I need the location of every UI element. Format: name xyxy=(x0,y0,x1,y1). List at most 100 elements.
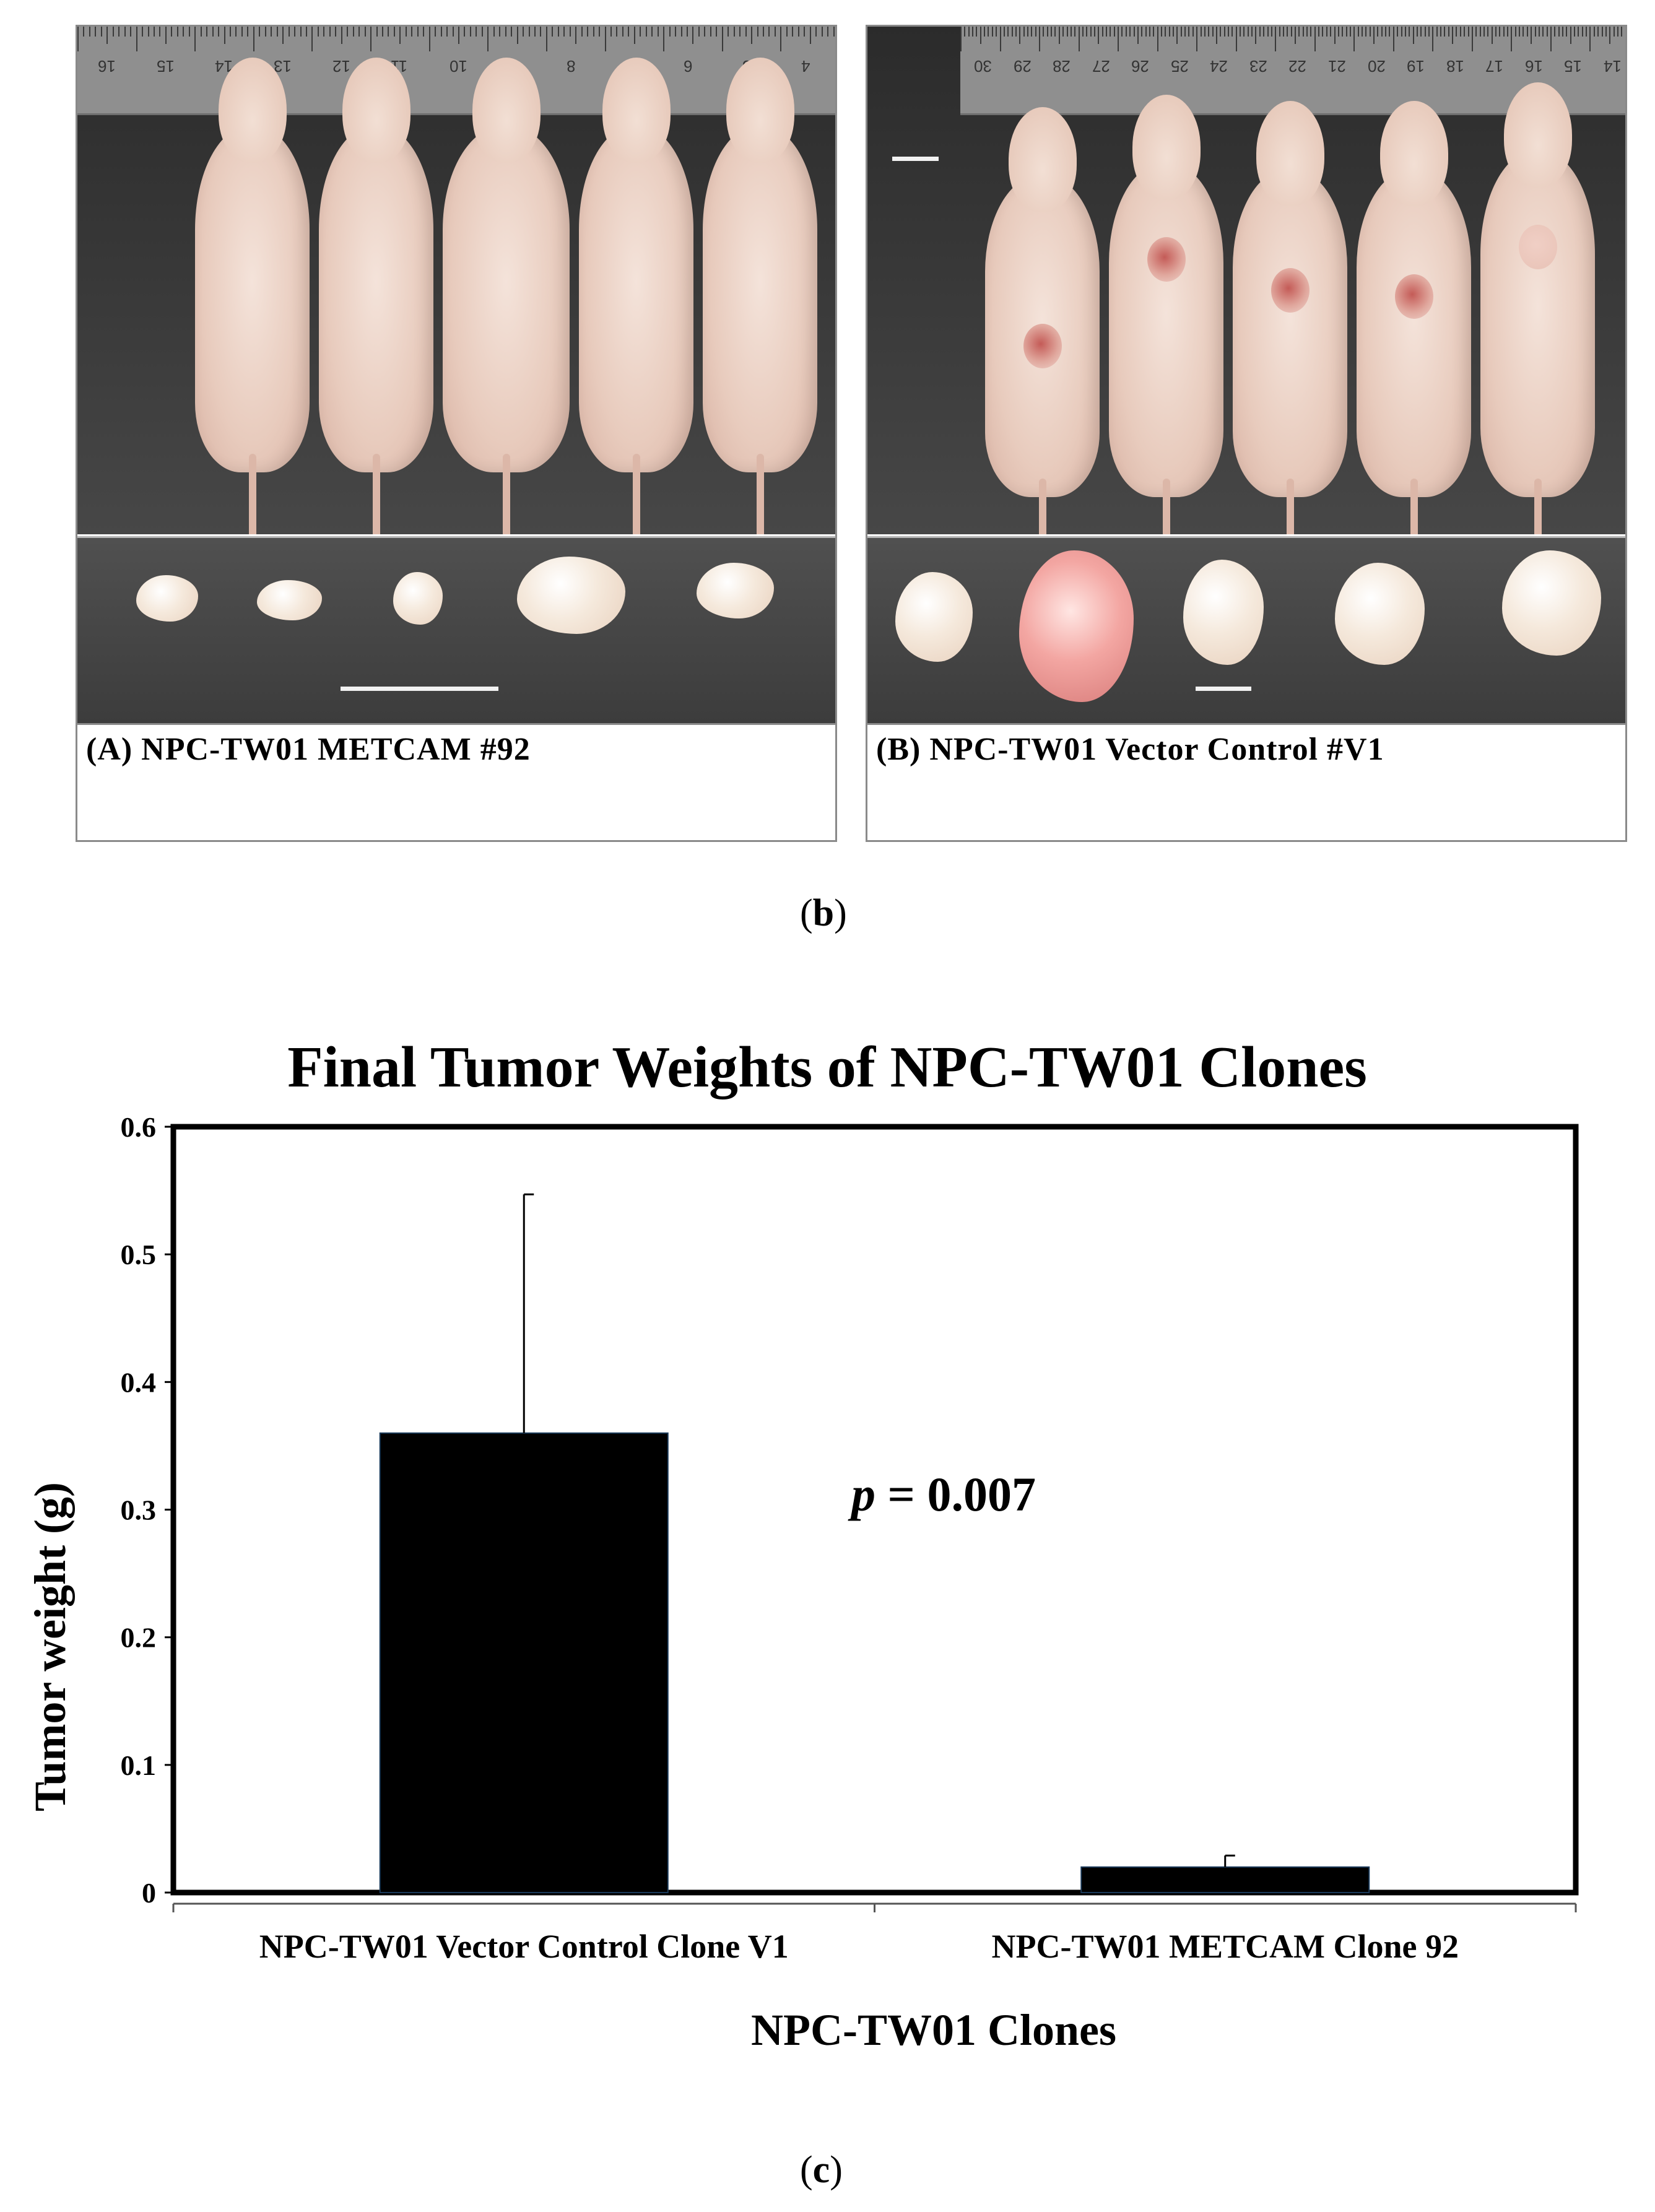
ruler-tick xyxy=(1188,27,1190,37)
ruler-tick xyxy=(253,27,254,51)
ruler-tick xyxy=(1491,27,1493,44)
ruler-tick xyxy=(984,27,986,37)
ruler-tick xyxy=(83,27,85,37)
ruler-tick xyxy=(1228,27,1229,37)
ruler-tick xyxy=(1282,27,1284,37)
ruler-tick xyxy=(1231,27,1233,37)
ruler-tick xyxy=(960,27,962,51)
ruler-tick xyxy=(1526,27,1528,37)
ruler-tick xyxy=(1074,27,1076,37)
ruler-tick xyxy=(804,27,806,37)
ruler-tick xyxy=(1337,27,1339,37)
tumor-weight-chart: Final Tumor Weights of NPC-TW01 Clones 0… xyxy=(25,1035,1579,2055)
ruler-tick xyxy=(1542,27,1544,37)
ruler-tick xyxy=(757,27,758,37)
ruler-tick xyxy=(1165,27,1166,37)
ruler-tick xyxy=(1223,27,1225,37)
bar xyxy=(1080,1866,1370,1894)
ruler-tick xyxy=(1168,27,1170,37)
ruler-tick xyxy=(1362,27,1363,37)
ruler-tick xyxy=(1479,27,1481,37)
photo-panel-vector-control: 30 29 28 27 26 25 24 23 22 21 20 19 18 17 16 15 14 (B) N… xyxy=(866,25,1627,842)
ruler-tick xyxy=(604,27,606,51)
ruler-number: 18 xyxy=(1446,57,1464,76)
ruler-tick xyxy=(980,27,981,44)
photo-panel-metcam: 16151413121110987654 (A) NPC-TW01 METCAM… xyxy=(76,25,837,842)
ruler-tick xyxy=(1397,27,1399,37)
ruler-tick xyxy=(1015,27,1017,37)
ruler-tick xyxy=(1357,27,1359,37)
ruler-tick xyxy=(1586,27,1588,37)
tumor xyxy=(895,572,973,662)
ruler-number: 19 xyxy=(1407,57,1425,76)
ruler-tick xyxy=(1581,27,1583,37)
ruler-tick xyxy=(382,27,383,37)
ruler-tick xyxy=(481,27,483,37)
ruler-number: 17 xyxy=(1485,57,1504,76)
ruler-tick xyxy=(464,27,466,37)
excised-tumors-vector-control xyxy=(867,536,1625,725)
ruler-tick xyxy=(1416,27,1418,37)
ruler-tick xyxy=(1377,27,1379,37)
ruler-tick xyxy=(1330,27,1332,37)
ruler-tick xyxy=(1318,27,1320,37)
ruler-tick xyxy=(545,27,547,51)
ruler-tick xyxy=(710,27,711,37)
ruler-tick xyxy=(230,27,231,37)
y-tick-label: 0.1 xyxy=(121,1750,157,1781)
ruler-tick xyxy=(358,27,360,37)
ruler-tick xyxy=(1511,27,1513,51)
ruler-tick xyxy=(452,27,454,37)
ruler-tick xyxy=(200,27,202,37)
ruler-tick xyxy=(1125,27,1127,37)
ruler-tick xyxy=(347,27,349,37)
ruler-tick xyxy=(1251,27,1253,37)
ruler-tick xyxy=(751,27,753,44)
ruler-tick xyxy=(1467,27,1469,37)
ruler-tick xyxy=(376,27,378,37)
ruler-tick xyxy=(194,27,196,51)
ruler-tick xyxy=(1566,27,1568,37)
mouse xyxy=(1480,82,1595,534)
ruler-tick xyxy=(440,27,442,37)
ruler-tick xyxy=(1007,27,1009,37)
ruler-tick xyxy=(1534,27,1536,37)
ruler-tick xyxy=(1173,27,1175,37)
ruler-tick xyxy=(1263,27,1265,37)
p-value-annotation: p = 0.007 xyxy=(848,1467,1036,1521)
ruler-tick xyxy=(100,27,102,37)
ruler-tick xyxy=(1110,27,1111,37)
ruler-tick xyxy=(1389,27,1391,37)
ruler-tick xyxy=(745,27,747,37)
ruler-tick xyxy=(147,27,149,37)
ruler-tick xyxy=(557,27,559,37)
y-tick-label: 0 xyxy=(142,1877,156,1909)
ruler-tick xyxy=(112,27,114,37)
caption-vector-control: (B) NPC-TW01 Vector Control #V1 xyxy=(876,732,1384,767)
ruler-number: 28 xyxy=(1053,57,1071,76)
ruler-tick xyxy=(271,27,272,37)
y-tick-label: 0.2 xyxy=(121,1622,157,1654)
ruler-tick xyxy=(1204,27,1205,37)
ruler-tick xyxy=(1259,27,1261,37)
ruler-tick xyxy=(534,27,536,37)
ruler-tick xyxy=(733,27,735,37)
ruler-tick xyxy=(628,27,630,37)
mouse xyxy=(1109,95,1223,534)
ruler-tick xyxy=(77,27,79,51)
ruler-tick xyxy=(435,27,437,37)
ruler-tick xyxy=(1011,27,1013,37)
ruler-tick xyxy=(106,27,108,44)
ruler-tick xyxy=(95,27,97,37)
ruler-tick xyxy=(581,27,583,37)
ruler-tick xyxy=(1550,27,1552,51)
ruler-tick xyxy=(622,27,623,37)
ruler-tick xyxy=(458,27,459,44)
ruler-tick xyxy=(1578,27,1579,37)
ruler-tick xyxy=(996,27,997,37)
ruler-tick xyxy=(523,27,524,37)
ruler-tick xyxy=(1412,27,1414,44)
ruler-tick xyxy=(1215,27,1217,44)
ruler-tick xyxy=(563,27,565,37)
ruler-tick xyxy=(1161,27,1162,37)
